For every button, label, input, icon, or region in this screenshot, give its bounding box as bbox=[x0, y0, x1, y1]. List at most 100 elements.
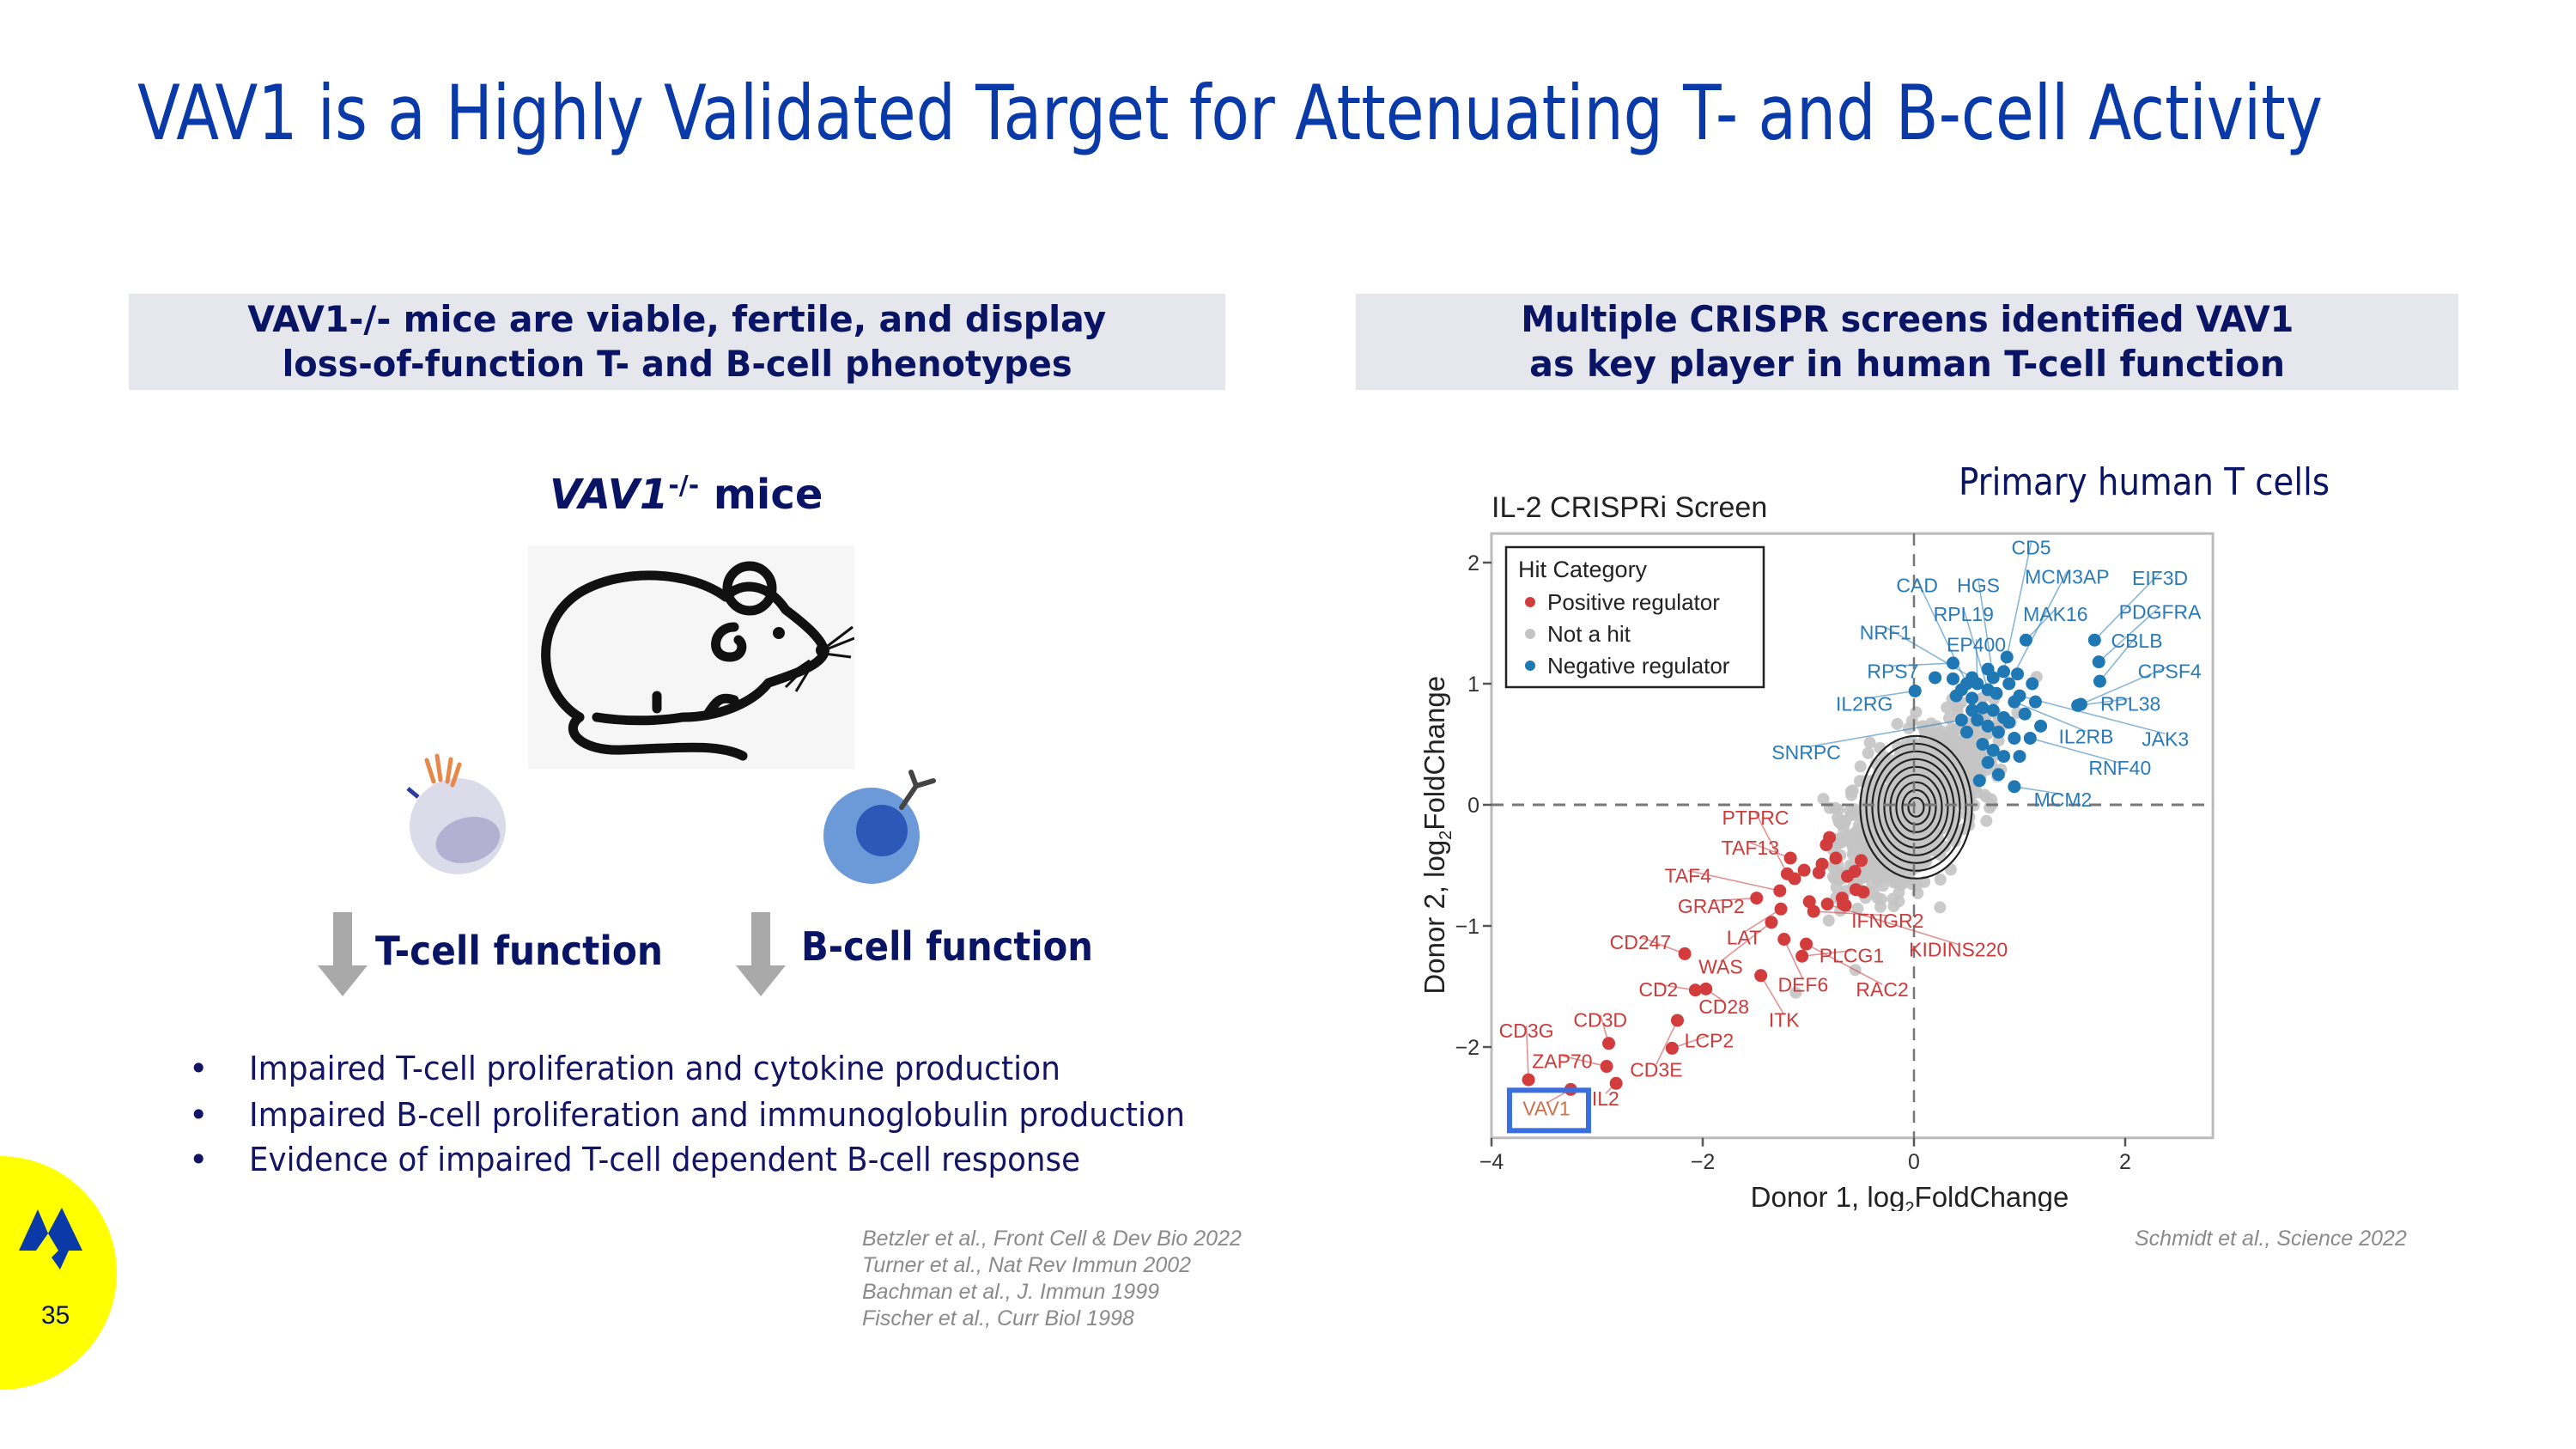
negative-regulator-point bbox=[2034, 719, 2048, 733]
positive-regulator-point bbox=[1841, 869, 1855, 883]
not-a-hit-point bbox=[1959, 784, 1971, 797]
not-a-hit-point bbox=[1880, 794, 1893, 807]
down-arrow-icon bbox=[318, 912, 368, 996]
knockout-superscript: -/- bbox=[668, 471, 700, 501]
mouse-icon bbox=[528, 545, 854, 769]
not-a-hit-point bbox=[1934, 901, 1947, 914]
negative-regulator-leader-line bbox=[1885, 626, 1973, 679]
positive-regulator-leader-line bbox=[1640, 936, 1686, 955]
vav1-highlight-box bbox=[1506, 1087, 1591, 1134]
positive-regulator-point bbox=[1783, 851, 1797, 865]
negative-regulator-leader-line bbox=[2098, 606, 2161, 663]
positive-regulator-point bbox=[1765, 916, 1778, 929]
positive-regulator-point bbox=[1665, 1041, 1679, 1055]
gene-label: RPS7 bbox=[1867, 660, 1918, 682]
gene-label: ITK bbox=[1769, 1008, 1800, 1031]
gene-label: IL2RG bbox=[1836, 692, 1893, 715]
gene-label: MCM2 bbox=[2034, 788, 2093, 811]
not-a-hit-point bbox=[1844, 785, 1857, 798]
reference: Fischer et al., Curr Biol 1998 bbox=[862, 1306, 1134, 1330]
not-a-hit-point bbox=[1851, 902, 1864, 915]
gene-label: CBLB bbox=[2111, 630, 2162, 652]
gene-label: VAV1 bbox=[1522, 1097, 1570, 1119]
gene-label: HGS bbox=[1957, 574, 2000, 596]
gene-label: CD3E bbox=[1630, 1058, 1682, 1081]
bullet-item: • Evidence of impaired T-cell dependent … bbox=[189, 1141, 1135, 1178]
positive-regulator-point bbox=[1699, 982, 1713, 995]
positive-regulator-point bbox=[1678, 947, 1692, 960]
not-a-hit-point bbox=[1922, 727, 1935, 740]
gene-label: IL2 bbox=[1592, 1087, 1619, 1110]
b-cell-icon bbox=[823, 770, 936, 884]
negative-regulator-point bbox=[2028, 695, 2042, 709]
negative-regulator-leader-line bbox=[2025, 608, 2057, 641]
not-a-hit-point bbox=[1848, 803, 1861, 816]
gene-label: ZAP70 bbox=[1532, 1050, 1592, 1072]
legend-entry: Positive regulator bbox=[1547, 589, 1720, 615]
not-a-hit-point bbox=[1886, 892, 1899, 905]
gene-label: TAF13 bbox=[1722, 837, 1779, 859]
negative-regulator-point bbox=[1976, 701, 1990, 715]
not-a-hit-point bbox=[1862, 746, 1874, 759]
gene-label: MAK16 bbox=[2023, 603, 2087, 625]
not-a-hit-point bbox=[1905, 715, 1918, 728]
not-a-hit-point bbox=[1890, 876, 1903, 889]
positive-regulator-point bbox=[1788, 872, 1801, 886]
not-a-hit-point bbox=[1866, 878, 1879, 891]
positive-regulator-point bbox=[1855, 854, 1868, 868]
gene-label: MCM3AP bbox=[2025, 565, 2109, 588]
not-a-hit-point bbox=[1946, 736, 1959, 749]
negative-regulator-point bbox=[1908, 684, 1922, 697]
gene-label: IFNGR2 bbox=[1851, 910, 1923, 932]
positive-regulator-point bbox=[1802, 895, 1816, 909]
positive-regulator-point bbox=[1602, 1037, 1616, 1050]
legend-entry: Not a hit bbox=[1547, 621, 1631, 647]
bullet-item: • Impaired T-cell proliferation and cyto… bbox=[189, 1050, 1105, 1087]
negative-regulator-point bbox=[2002, 715, 2016, 729]
gene-label: PTPRC bbox=[1722, 807, 1789, 829]
negative-regulator-point bbox=[1965, 691, 1979, 705]
positive-regulator-leader-line bbox=[1672, 1034, 1710, 1050]
positive-regulator-leader-line bbox=[1743, 908, 1782, 934]
negative-regulator-point bbox=[2019, 633, 2032, 647]
negative-regulator-leader-line bbox=[2030, 737, 2121, 764]
negative-regulator-point bbox=[2008, 780, 2021, 794]
negative-regulator-point bbox=[2013, 689, 2026, 703]
negative-regulator-leader-line bbox=[2014, 786, 2063, 795]
mice-suffix: mice bbox=[699, 471, 823, 519]
density-contour bbox=[1877, 758, 1955, 856]
negative-regulator-leader-line bbox=[1978, 580, 1995, 679]
positive-regulator-leader-line bbox=[1826, 903, 1959, 946]
x-tick-label: 0 bbox=[1908, 1150, 1920, 1174]
positive-regulator-leader-line bbox=[1754, 812, 1789, 874]
not-a-hit-point bbox=[1863, 736, 1876, 749]
positive-regulator-point bbox=[1600, 1060, 1613, 1074]
gene-name: VAV1 bbox=[550, 471, 669, 519]
vav1-mice-label: VAV1-/- mice bbox=[550, 471, 823, 519]
gene-label: CD28 bbox=[1698, 995, 1749, 1018]
slide-title-wrap: VAV1 is a Highly Validated Target for At… bbox=[137, 69, 2576, 157]
positive-regulator-point bbox=[1688, 983, 1702, 997]
left-header-line1: VAV1-/- mice are viable, fertile, and di… bbox=[247, 298, 1107, 340]
positive-regulator-point bbox=[1750, 892, 1764, 905]
negative-regulator-point bbox=[1986, 744, 2000, 758]
positive-regulator-point bbox=[1777, 933, 1791, 947]
t-cell-function-label: T-cell function bbox=[375, 928, 663, 974]
density-contour bbox=[1889, 773, 1943, 841]
gene-label: CPSF4 bbox=[2138, 660, 2202, 682]
density-contour bbox=[1865, 742, 1967, 872]
gene-label: PLCG1 bbox=[1820, 945, 1884, 967]
positive-regulator-point bbox=[1838, 898, 1852, 912]
negative-regulator-point bbox=[1954, 683, 1968, 697]
cell-type-subtitle-text: Primary human T cells bbox=[1959, 460, 2330, 504]
negative-regulator-point bbox=[2093, 674, 2106, 688]
left-header-line2: loss-of-function T- and B-cell phenotype… bbox=[282, 343, 1072, 385]
y-tick-label: 2 bbox=[1467, 551, 1479, 575]
positive-regulator-point bbox=[1856, 886, 1870, 899]
badge-circle bbox=[0, 1156, 117, 1390]
negative-regulator-leader-line bbox=[2002, 542, 2032, 673]
y-axis-label: Donor 2, log2FoldChange bbox=[1419, 676, 1455, 995]
not-a-hit-point bbox=[1880, 863, 1893, 876]
negative-regulator-point bbox=[1929, 671, 1942, 685]
not-a-hit-point bbox=[1941, 701, 1953, 714]
